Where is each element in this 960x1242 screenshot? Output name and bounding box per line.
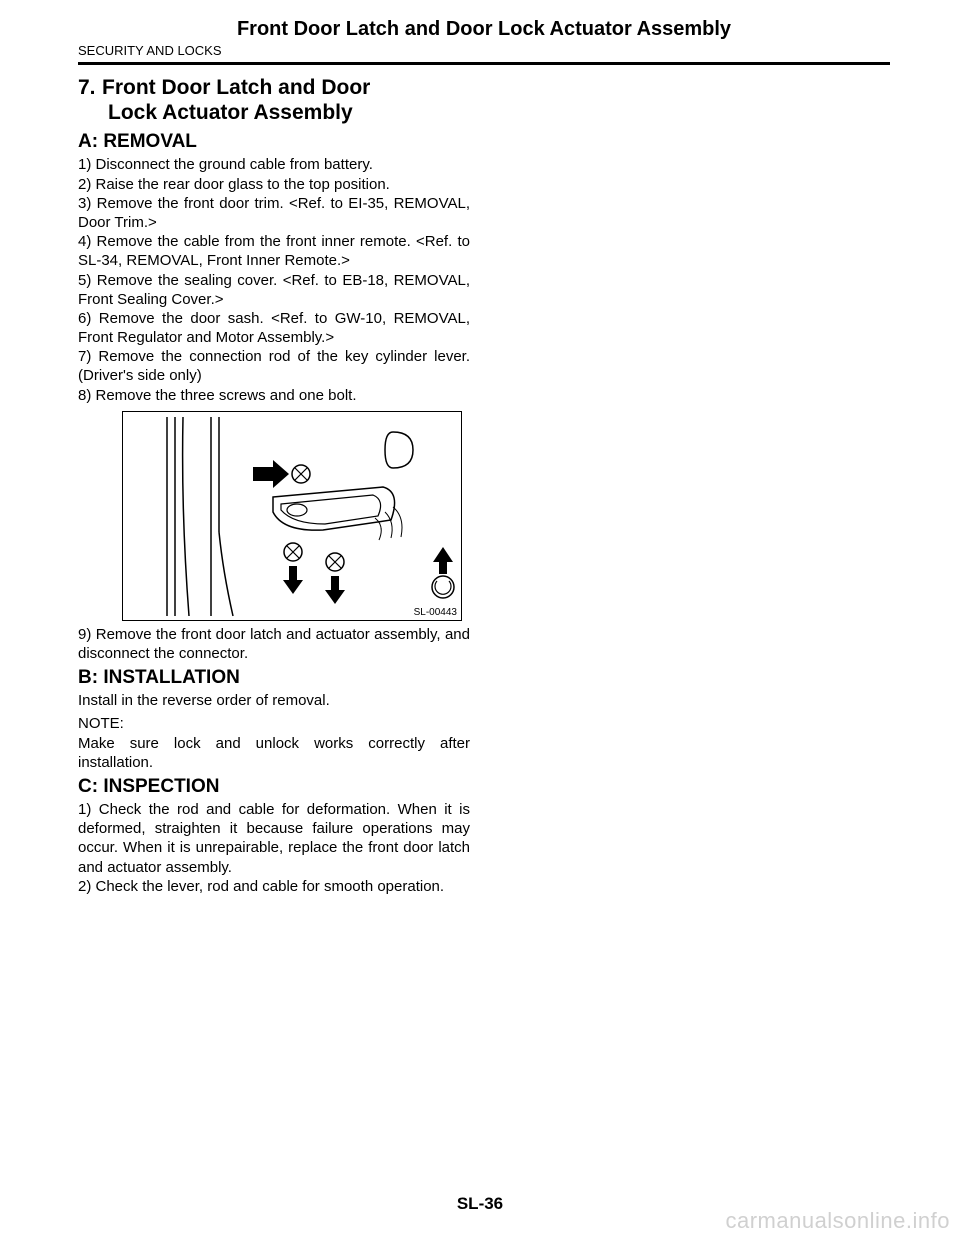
removal-step-5: 5) Remove the sealing cover. <Ref. to EB… [78,271,470,309]
inspection-step-1: 1) Check the rod and cable for deformati… [78,800,470,877]
installation-body: Install in the reverse order of removal. [78,691,470,710]
inspection-step-2: 2) Check the lever, rod and cable for sm… [78,877,470,896]
section-label: SECURITY AND LOCKS [78,43,890,58]
removal-step-4: 4) Remove the cable from the front inner… [78,232,470,270]
section-title-line1: Front Door Latch and Door [102,76,370,99]
removal-step-7: 7) Remove the connection rod of the key … [78,347,470,385]
latch-diagram-svg [123,412,463,622]
page-header-title: Front Door Latch and Door Lock Actuator … [78,18,890,41]
section-number: 7. [78,75,102,100]
removal-heading: A: REMOVAL [78,131,470,153]
inspection-heading: C: INSPECTION [78,776,470,798]
header-rule [78,62,890,65]
installation-heading: B: INSTALLATION [78,667,470,689]
section-7-heading: 7.Front Door Latch and Door Lock Actuato… [78,75,470,125]
removal-step-1: 1) Disconnect the ground cable from batt… [78,155,470,174]
removal-step-6: 6) Remove the door sash. <Ref. to GW-10,… [78,309,470,347]
installation-note-label: NOTE: [78,714,470,733]
installation-note-body: Make sure lock and unlock works correctl… [78,734,470,772]
removal-step-2: 2) Raise the rear door glass to the top … [78,175,470,194]
removal-step-9: 9) Remove the front door latch and actua… [78,625,470,663]
figure-sl-00443: SL-00443 [122,411,462,621]
removal-step-8: 8) Remove the three screws and one bolt. [78,386,470,405]
watermark: carmanualsonline.info [725,1208,950,1234]
left-column: 7.Front Door Latch and Door Lock Actuato… [78,75,470,896]
figure-label: SL-00443 [414,607,457,618]
removal-step-3: 3) Remove the front door trim. <Ref. to … [78,194,470,232]
section-title-line2: Lock Actuator Assembly [78,100,470,125]
